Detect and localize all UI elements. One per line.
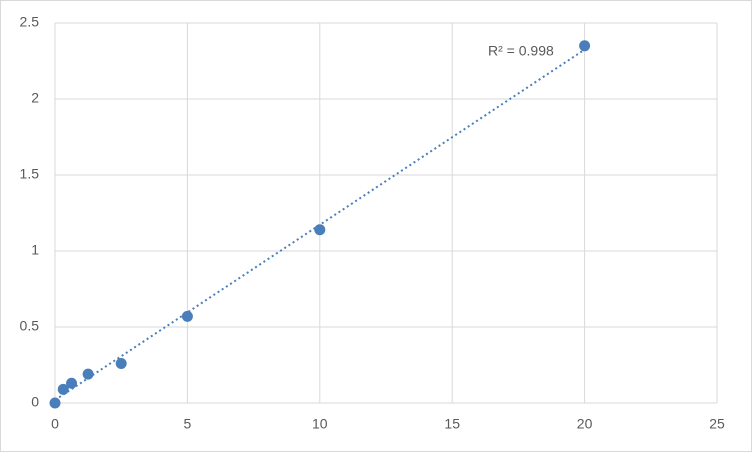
x-tick-label: 20 bbox=[577, 416, 593, 432]
x-tick-label: 25 bbox=[709, 416, 725, 432]
point bbox=[82, 368, 94, 380]
point bbox=[181, 310, 193, 322]
point bbox=[115, 357, 127, 369]
point bbox=[49, 397, 61, 409]
y-tick-label: 1 bbox=[31, 242, 39, 258]
x-tick-label: 15 bbox=[444, 416, 460, 432]
trendline bbox=[54, 48, 586, 401]
point bbox=[57, 383, 69, 395]
x-tick-label: 0 bbox=[51, 416, 59, 432]
point bbox=[66, 377, 78, 389]
x-tick-label: 5 bbox=[184, 416, 192, 432]
annotation: R² = 0.998 bbox=[488, 43, 554, 59]
point bbox=[314, 224, 326, 236]
y-tick-label: 2 bbox=[31, 90, 39, 106]
y-tick-label: 0 bbox=[31, 394, 39, 410]
y-tick-label: 2.5 bbox=[20, 14, 40, 30]
y-tick-label: 0.5 bbox=[20, 318, 40, 334]
point bbox=[579, 40, 591, 52]
x-tick-label: 10 bbox=[312, 416, 328, 432]
y-tick-label: 1.5 bbox=[20, 166, 40, 182]
